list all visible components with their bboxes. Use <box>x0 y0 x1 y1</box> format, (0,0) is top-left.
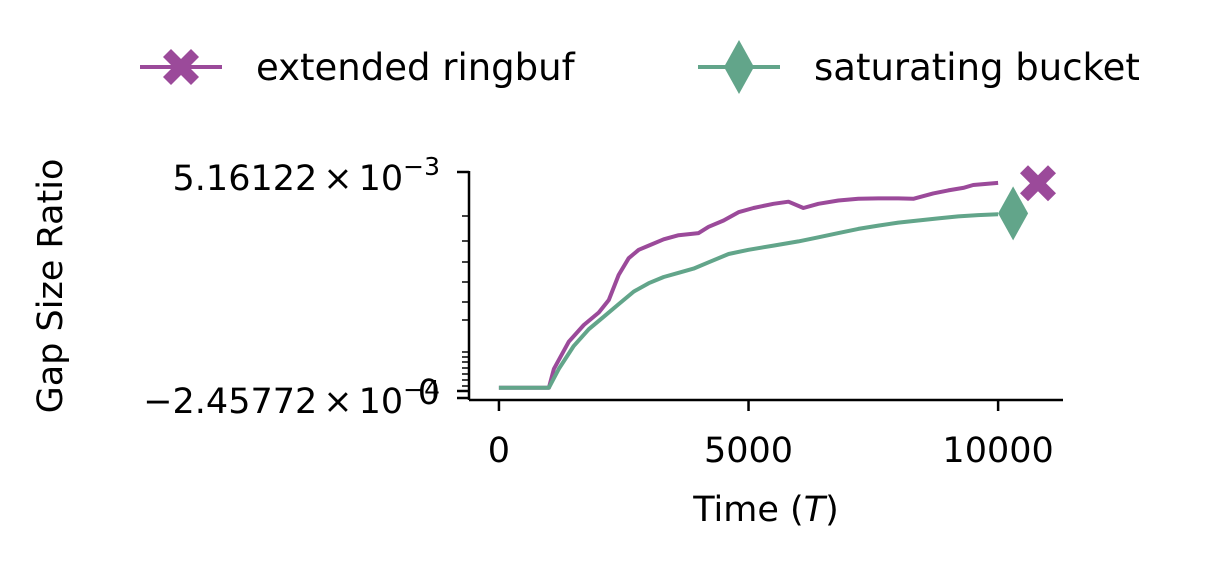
y-tick-bottom-exponent: −4 <box>403 375 440 404</box>
y-minor-ticks <box>462 215 469 387</box>
series-line-extended-ringbuf <box>498 180 999 390</box>
legend-marker-x-icon <box>163 49 199 85</box>
y-tick-bottom-base: 10 <box>359 382 404 422</box>
legend-item-saturating-bucket: saturating bucket <box>698 40 1140 94</box>
y-tick-top-mantissa: 5.16122 <box>173 159 318 199</box>
y-tick-top-times: × <box>323 159 352 199</box>
series-line-saturating-bucket <box>498 212 999 390</box>
y-tick-bottom-mantissa: −2.45772 <box>143 382 317 422</box>
y-tick-top-exponent: −3 <box>403 152 440 181</box>
y-tick-label-zero: 0 <box>418 373 440 413</box>
axes: 0 5000 10000 5.16122 × 10−3 −2.45772 × 10−4 0 … <box>31 152 1063 530</box>
y-tick-label-top: 5.16122 × 10−3 <box>173 152 440 199</box>
marker-x-icon <box>1020 165 1056 202</box>
x-axis-label-open: ( <box>779 490 804 530</box>
legend-marker-diamond-icon <box>724 40 754 94</box>
legend-item-extended-ringbuf: extended ringbuf <box>140 46 576 89</box>
x-axis-label-close: ) <box>825 490 839 530</box>
x-tick-label: 0 <box>488 431 510 471</box>
x-axis-label: Time (T) <box>692 490 838 530</box>
y-tick-top-base: 10 <box>359 159 404 199</box>
x-axis-label-text: Time <box>692 490 779 530</box>
y-tick-bottom-times: × <box>323 382 352 422</box>
legend-label-extended-ringbuf: extended ringbuf <box>256 46 576 89</box>
x-axis-label-symbol: T <box>804 490 828 530</box>
marker-diamond-icon <box>998 186 1029 241</box>
y-tick-label-bottom: −2.45772 × 10−4 <box>143 375 440 422</box>
y-axis-label: Gap Size Ratio <box>31 159 71 414</box>
x-ticks: 0 5000 10000 <box>488 400 1054 471</box>
x-tick-label: 10000 <box>942 431 1053 471</box>
x-tick-label: 5000 <box>704 431 793 471</box>
legend-label-saturating-bucket: saturating bucket <box>814 46 1140 89</box>
legend: extended ringbuf saturating bucket <box>140 40 1140 94</box>
series-layer <box>498 165 1056 390</box>
